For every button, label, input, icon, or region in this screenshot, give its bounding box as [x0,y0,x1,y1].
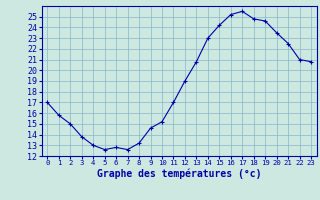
X-axis label: Graphe des températures (°c): Graphe des températures (°c) [97,169,261,179]
